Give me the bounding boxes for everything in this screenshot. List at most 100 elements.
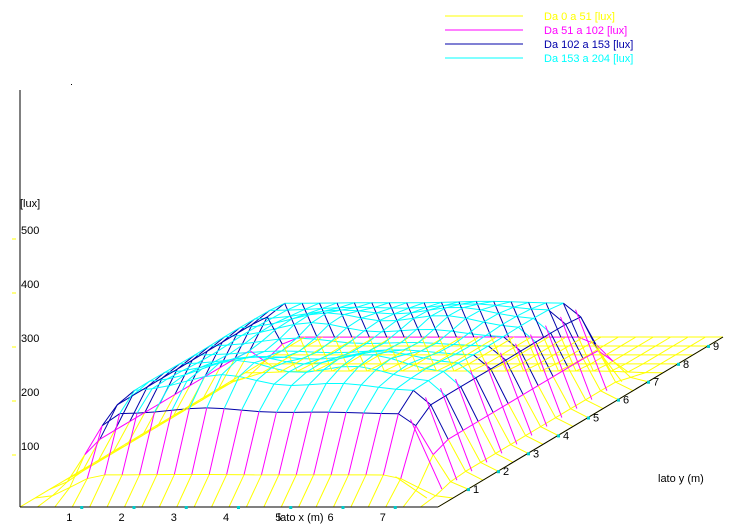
mesh-line-x <box>597 350 617 383</box>
mesh-line-y <box>314 363 330 372</box>
mesh-line-y <box>582 350 599 360</box>
mesh-line-y <box>37 495 53 508</box>
mesh-line-y <box>131 386 148 397</box>
mesh-line-y <box>570 399 586 410</box>
mesh-line-y <box>398 317 415 332</box>
mesh-line-y <box>555 408 571 419</box>
mesh-line-y <box>570 345 587 356</box>
mesh-line-x <box>441 301 459 303</box>
mesh-line-y <box>366 331 382 344</box>
mesh-line-y <box>201 362 218 370</box>
mesh-line-x <box>496 304 514 308</box>
mesh-line-y <box>374 302 390 308</box>
mesh-line-y <box>423 302 440 338</box>
mesh-line-x <box>530 308 549 311</box>
mesh-line-y <box>323 358 340 370</box>
mesh-line-y <box>146 377 163 388</box>
mesh-line-y <box>408 302 425 309</box>
mesh-line-y <box>288 363 305 373</box>
mesh-line-y <box>307 336 323 347</box>
mesh-line-y <box>346 354 363 365</box>
mesh-line-x <box>246 351 265 354</box>
mesh-line-x <box>96 430 116 463</box>
mesh-line-y <box>451 354 467 365</box>
mesh-line-x <box>346 327 365 332</box>
mesh-line-y <box>430 395 447 406</box>
y-tick-label: 8 <box>683 359 689 371</box>
mesh-line-y <box>217 381 233 392</box>
mesh-line-y <box>344 310 360 315</box>
mesh-line-y <box>455 336 472 372</box>
mesh-line-y <box>176 359 193 370</box>
mesh-line-y <box>460 377 477 388</box>
mesh-line-y <box>49 479 66 490</box>
mesh-line-y <box>520 341 537 352</box>
mesh-line-y <box>304 302 320 310</box>
mesh-line-y <box>363 320 380 332</box>
mesh-line-y <box>298 338 315 352</box>
mesh-line-y <box>181 362 198 372</box>
z-tick-label: 100 <box>21 441 39 453</box>
mesh-line-y <box>388 349 404 353</box>
mesh-line-y <box>462 420 479 431</box>
mesh-line-x <box>204 374 222 378</box>
mesh-line-y <box>510 435 526 445</box>
mesh-line-y <box>289 336 306 347</box>
mesh-line-y <box>415 315 432 330</box>
mesh-line-y <box>417 454 434 488</box>
y-tick-label: 4 <box>563 430 569 442</box>
mesh-line-y <box>573 354 589 365</box>
mesh-line-y <box>448 345 465 356</box>
mesh-line-y <box>106 474 123 508</box>
mesh-line-x <box>462 430 482 463</box>
mesh-line-y <box>214 353 230 363</box>
mesh-line-y <box>94 452 111 463</box>
mesh-line-x <box>358 366 377 371</box>
mesh-line-y <box>340 354 357 368</box>
mesh-line-y <box>550 336 567 347</box>
mesh-line-y <box>608 354 624 365</box>
mesh-line-x <box>548 309 567 325</box>
mesh-line-x <box>321 307 340 310</box>
mesh-line-y <box>350 474 367 508</box>
mesh-line-y <box>353 350 369 356</box>
y-tick-mark <box>647 380 650 384</box>
mesh-line-y <box>516 336 532 347</box>
mesh-line-y <box>672 336 689 347</box>
mesh-line-y <box>245 474 262 508</box>
mesh-line-y <box>443 362 459 372</box>
mesh-line-y <box>249 350 266 362</box>
mesh-line-x <box>171 385 191 418</box>
mesh-line-y <box>109 443 126 454</box>
mesh-line-x <box>373 354 392 359</box>
mesh-line-x <box>344 313 362 319</box>
mesh-line-x <box>154 409 172 413</box>
mesh-line-y <box>413 309 430 319</box>
mesh-line-y <box>298 474 315 508</box>
mesh-line-y <box>461 300 477 305</box>
y-tick-mark <box>617 398 620 402</box>
mesh-line-y <box>625 354 642 365</box>
mesh-line-y <box>316 340 332 353</box>
mesh-line-y <box>470 335 487 346</box>
mesh-line-y <box>243 411 260 475</box>
mesh-line-x <box>256 322 275 327</box>
mesh-line-y <box>518 317 534 328</box>
mesh-line-x <box>241 409 260 413</box>
mesh-line-x <box>507 403 527 436</box>
mesh-line-y <box>194 345 210 356</box>
x-tick-label: 6 <box>328 512 334 524</box>
mesh-line-x <box>181 367 200 372</box>
mesh-line-y <box>223 376 240 409</box>
mesh-line-y <box>219 358 235 364</box>
mesh-line-y <box>291 371 307 386</box>
mesh-line-y <box>540 417 556 428</box>
mesh-line-y <box>277 354 293 365</box>
mesh-line-y <box>239 318 255 329</box>
mesh-line-y <box>289 309 305 317</box>
mesh-line-y <box>279 363 296 373</box>
mesh-line-x <box>565 324 584 359</box>
mesh-line-y <box>375 358 392 371</box>
mesh-line-y <box>537 376 554 387</box>
mesh-line-y <box>445 386 462 397</box>
